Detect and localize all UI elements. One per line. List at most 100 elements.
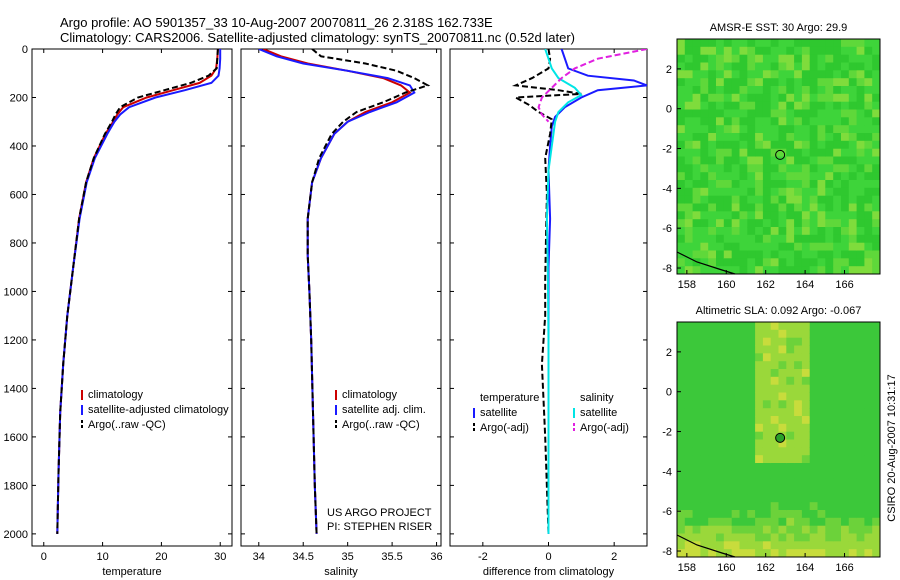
map-cell: [801, 361, 811, 370]
map-cell: [684, 250, 694, 259]
map-cell: [723, 384, 733, 393]
map-cell: [872, 164, 881, 173]
map-cell: [731, 258, 740, 267]
map-cell: [684, 39, 694, 48]
map-cell: [770, 164, 779, 173]
map-cell: [833, 180, 842, 189]
map-cell: [833, 86, 842, 95]
map-cell: [786, 329, 795, 339]
map-cell: [786, 447, 795, 456]
map-cell: [677, 180, 686, 189]
map-cell: [716, 148, 725, 157]
map-cell: [708, 62, 717, 71]
map-cell: [786, 101, 795, 110]
map-cell: [731, 470, 740, 480]
map-cell: [739, 345, 748, 354]
map-cell: [833, 345, 842, 354]
map-cell: [708, 431, 717, 440]
map-cell: [677, 62, 686, 71]
map-cell: [755, 431, 764, 440]
map-cell: [747, 376, 756, 386]
map-cell: [864, 517, 873, 527]
map-cell: [677, 172, 686, 181]
map-cell: [801, 510, 811, 519]
map-cell: [801, 242, 811, 251]
map-cell: [825, 494, 834, 503]
map-cell: [825, 376, 834, 386]
map-cell: [848, 345, 858, 354]
map-cell: [739, 250, 748, 259]
map-cell: [856, 431, 865, 440]
y-tick-label: 0: [666, 387, 672, 399]
map-cell: [770, 525, 779, 534]
map-cell: [801, 369, 811, 378]
map-cell: [872, 510, 881, 519]
map-cell: [739, 187, 748, 197]
map-cell: [778, 361, 787, 370]
map-cell: [708, 78, 717, 87]
credit-pi: PI: STEPHEN RISER: [327, 521, 432, 533]
map-cell: [731, 345, 740, 354]
map-cell: [716, 203, 725, 212]
map-cell: [794, 219, 803, 228]
map-cell: [716, 187, 725, 197]
map-cell: [700, 117, 709, 126]
map-cell: [708, 533, 717, 542]
map-cell: [817, 187, 826, 197]
map-cell: [708, 242, 717, 251]
map-cell: [731, 463, 740, 472]
map-cell: [794, 234, 803, 244]
map-cell: [755, 164, 764, 173]
map-cell: [677, 242, 686, 251]
map-cell: [716, 172, 725, 181]
map-cell: [848, 408, 858, 417]
map-cell: [809, 502, 818, 511]
map-cell: [677, 376, 686, 386]
map-cell: [856, 46, 865, 56]
map-cell: [809, 156, 818, 165]
map-cell: [848, 525, 858, 534]
map-cell: [833, 549, 842, 558]
map-cell: [786, 62, 795, 71]
map-cell: [856, 109, 865, 118]
map-cell: [692, 376, 701, 386]
map-cell: [794, 439, 803, 448]
map-cell: [692, 478, 701, 487]
map-cell: [801, 423, 811, 433]
map-cell: [677, 494, 686, 503]
map-cell: [755, 101, 764, 110]
map-cell: [872, 117, 881, 126]
map-cell: [872, 431, 881, 440]
y-tick-label: -2: [662, 427, 672, 439]
map-cell: [731, 109, 740, 118]
map-cell: [872, 416, 881, 425]
map-cell: [786, 345, 795, 354]
map-cell: [801, 93, 811, 103]
map-cell: [739, 109, 748, 118]
map-cell: [801, 195, 811, 204]
map-cell: [677, 345, 686, 354]
map-cell: [809, 517, 818, 527]
map-cell: [762, 455, 772, 464]
map-cell: [716, 392, 725, 401]
map-cell: [833, 470, 842, 480]
map-cell: [848, 416, 858, 425]
map-cell: [723, 109, 733, 118]
map-cell: [778, 46, 787, 56]
map-cell: [794, 140, 803, 150]
map-cell: [841, 203, 850, 212]
map-cell: [794, 242, 803, 251]
map-cell: [770, 148, 779, 157]
map-cell: [739, 478, 748, 487]
map-cell: [708, 525, 717, 534]
map-cell: [794, 93, 803, 103]
map-cell: [700, 133, 709, 142]
map-cell: [825, 353, 834, 362]
map-cell: [739, 431, 748, 440]
map-cell: [825, 533, 834, 542]
map-cell: [731, 337, 740, 346]
map-cell: [723, 70, 733, 79]
map-cell: [801, 463, 811, 472]
map-cell: [786, 549, 795, 558]
map-cell: [739, 117, 748, 126]
